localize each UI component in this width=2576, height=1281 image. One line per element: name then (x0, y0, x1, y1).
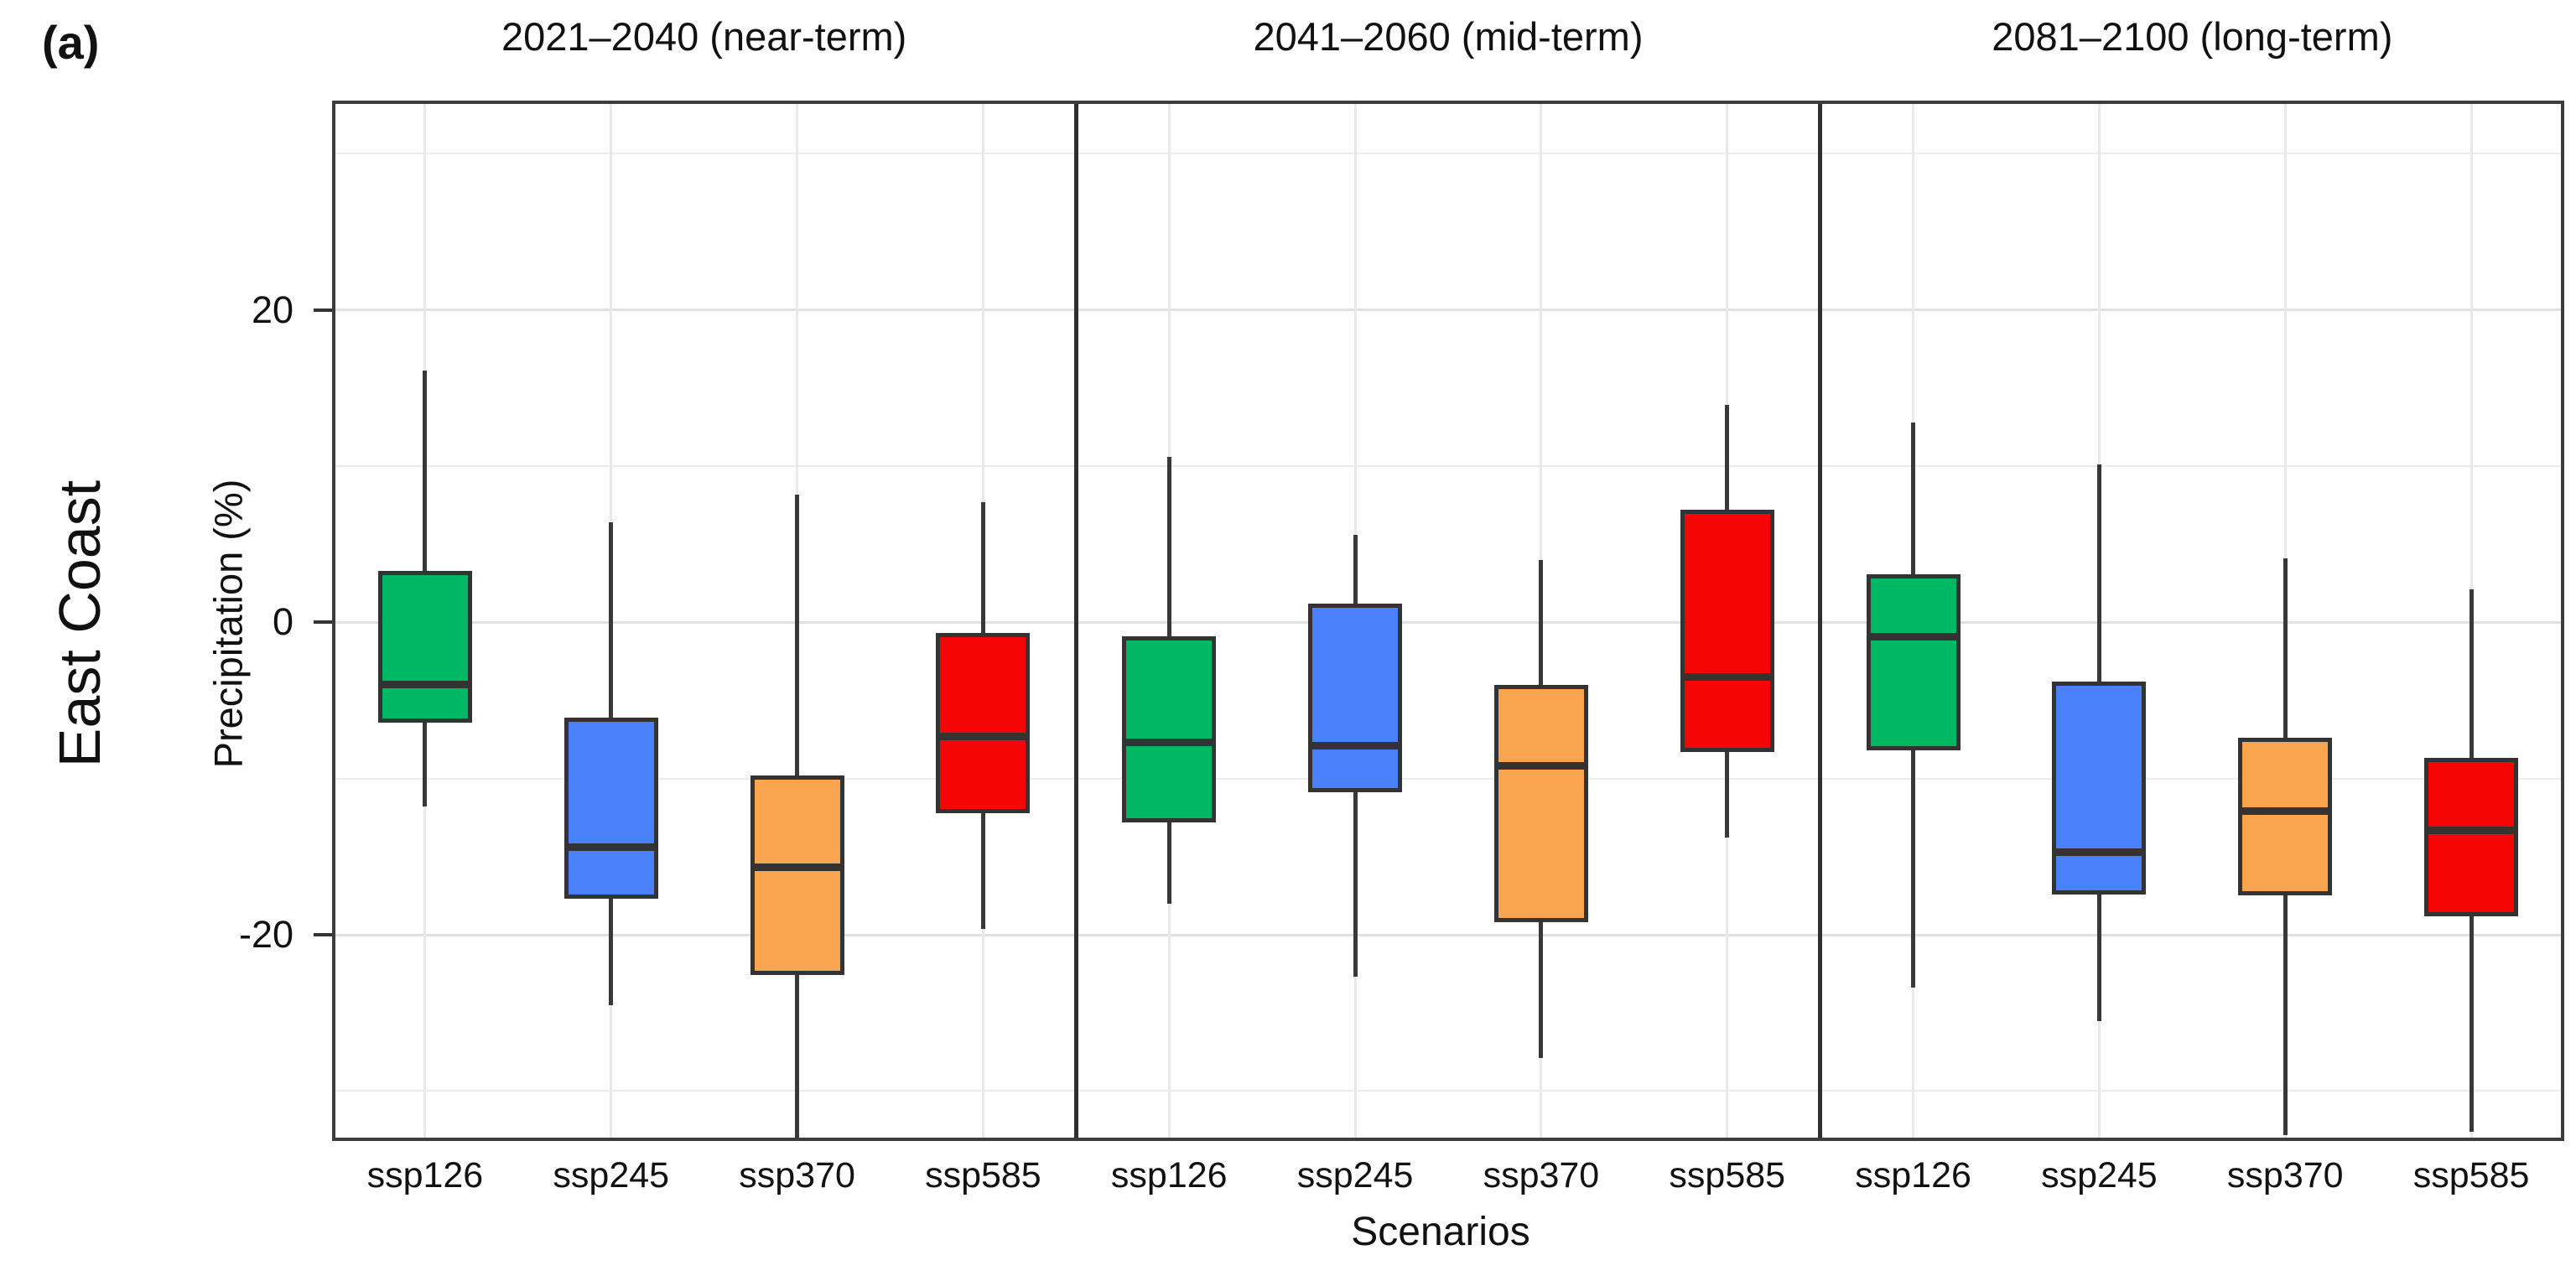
x-tick-label: ssp585 (925, 1155, 1041, 1195)
box-ssp585 (1680, 510, 1774, 752)
x-tick-label: ssp126 (366, 1155, 484, 1195)
x-axis-title: Scenarios (1351, 1210, 1530, 1254)
median-line (2052, 848, 2147, 856)
y-axis-tick (314, 933, 332, 937)
x-tick-label: ssp585 (1669, 1155, 1786, 1195)
box-ssp585 (2424, 758, 2519, 916)
x-tick-label: ssp245 (1296, 1155, 1414, 1195)
median-line (1866, 632, 1961, 640)
panel-divider (1073, 101, 1078, 1141)
x-tick-label: ssp245 (2041, 1155, 2158, 1195)
y-axis-tick (314, 308, 332, 312)
box-ssp370 (750, 775, 844, 976)
y-tick-label: 20 (251, 288, 293, 331)
minor-gridline (332, 465, 2564, 468)
median-line (936, 732, 1031, 740)
plot-frame (332, 101, 2564, 1141)
major-gridline (332, 933, 2564, 936)
x-tick-label: ssp370 (1483, 1155, 1600, 1195)
minor-gridline (332, 153, 2564, 155)
median-line (1680, 673, 1774, 682)
box-ssp126 (1866, 573, 1961, 751)
x-tick-label: ssp245 (553, 1155, 670, 1195)
major-gridline (332, 309, 2564, 312)
panel-divider (1818, 101, 1823, 1141)
box-ssp245 (1308, 604, 1403, 793)
median-line (750, 864, 844, 872)
median-line (377, 681, 472, 689)
major-gridline (332, 620, 2564, 624)
facet-title: 2081–2100 (long-term) (1992, 14, 2393, 59)
box-ssp245 (564, 718, 658, 900)
row-label: East Coast (47, 480, 112, 768)
facet-title: 2021–2040 (near-term) (501, 14, 907, 59)
box-ssp370 (2238, 738, 2333, 896)
y-tick-label: 0 (272, 600, 293, 644)
median-line (1493, 762, 1588, 770)
panel-tag: (a) (42, 16, 100, 69)
x-tick-label: ssp126 (1110, 1155, 1228, 1195)
y-axis-tick (314, 620, 332, 625)
facet-title: 2041–2060 (mid-term) (1253, 14, 1644, 59)
box-ssp245 (2052, 682, 2147, 895)
median-line (1308, 742, 1403, 750)
x-tick-label: ssp126 (1855, 1155, 1971, 1195)
x-tick-label: ssp370 (739, 1155, 855, 1195)
x-tick-label: ssp370 (2226, 1155, 2344, 1195)
x-tick-label: ssp585 (2412, 1155, 2530, 1195)
median-line (564, 843, 658, 852)
median-line (1122, 739, 1217, 747)
box-ssp370 (1493, 684, 1588, 923)
y-tick-label: -20 (238, 913, 293, 957)
box-ssp126 (377, 570, 472, 723)
box-ssp585 (936, 633, 1031, 813)
median-line (2238, 807, 2333, 816)
minor-gridline (332, 1090, 2564, 1092)
median-line (2424, 826, 2519, 834)
box-ssp126 (1122, 636, 1217, 822)
minor-gridline (332, 777, 2564, 780)
